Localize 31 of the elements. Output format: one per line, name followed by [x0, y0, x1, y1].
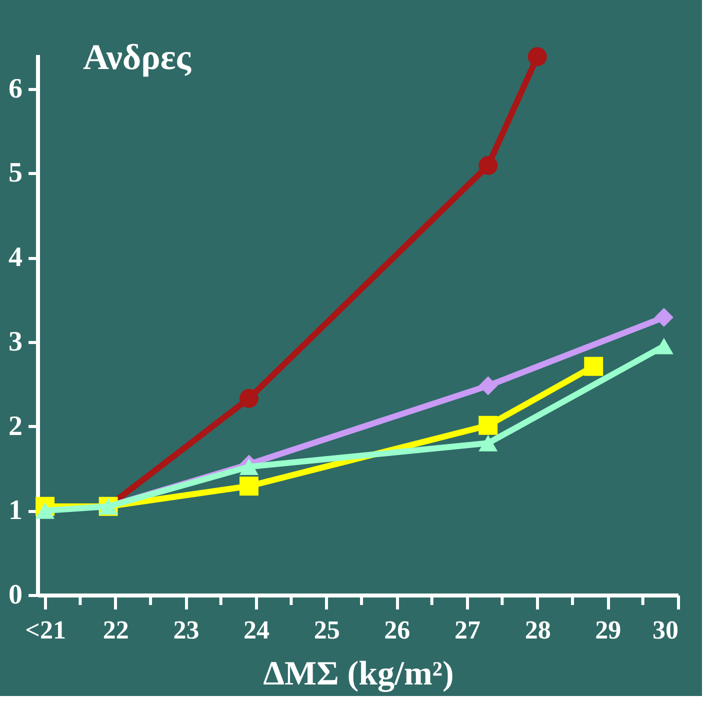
y-tick-label: 2: [8, 410, 22, 442]
point: [478, 376, 498, 396]
point: [36, 502, 55, 519]
point: [240, 476, 258, 496]
y-tick-label: 4: [8, 242, 22, 273]
point: [584, 356, 604, 376]
y-tick-label: 1: [8, 495, 22, 526]
point: [654, 308, 674, 327]
x-tick-label: 24: [244, 616, 270, 644]
chart-title: Ανδρες: [83, 37, 192, 78]
x-tick-label: 30: [652, 616, 678, 644]
point: [478, 156, 498, 175]
point: [478, 416, 498, 435]
x-tick-label: 28: [524, 616, 551, 644]
x-tick-label: 27: [454, 616, 481, 644]
x-tick-label: 25: [314, 616, 340, 644]
point: [478, 434, 498, 452]
y-tick-label: 3: [8, 326, 22, 358]
x-tick-label: 23: [173, 616, 200, 644]
x-tick-label: 26: [384, 616, 410, 644]
y-tick-label: 6: [8, 73, 22, 104]
point: [528, 47, 547, 66]
point: [240, 388, 258, 408]
point: [240, 458, 258, 475]
x-tick-label: <21: [25, 616, 66, 644]
point: [654, 338, 674, 354]
y-tick-label: 5: [8, 158, 22, 189]
x-tick-label: 22: [102, 616, 129, 644]
x-tick-label: 29: [595, 616, 622, 644]
y-tick-label: 0: [8, 580, 22, 610]
x-axis-title: ΔΜΣ (kg/m²): [263, 656, 454, 692]
